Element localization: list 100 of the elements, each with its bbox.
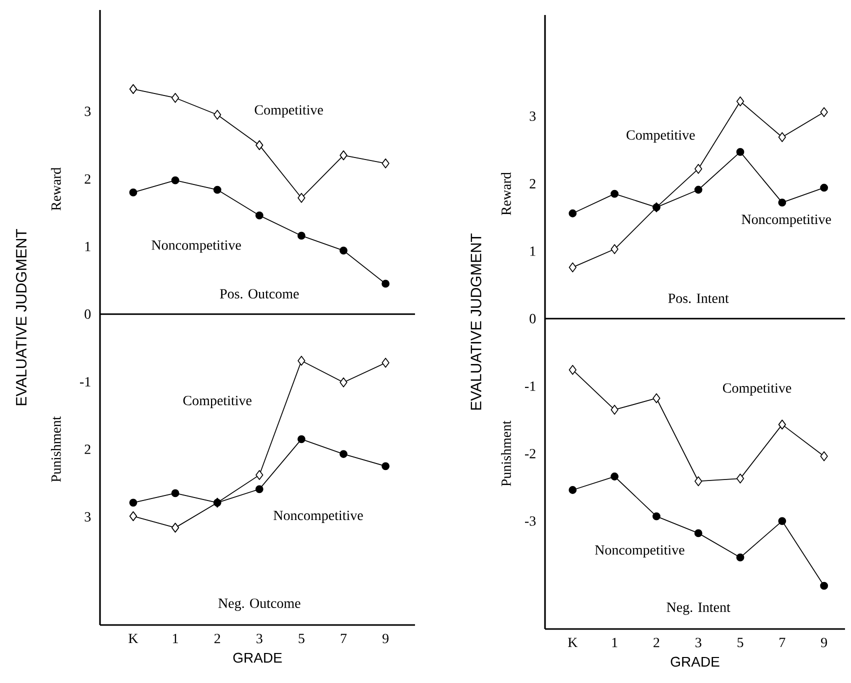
series-label: Noncompetitive bbox=[152, 240, 241, 253]
y-tick-label: 1 bbox=[530, 246, 536, 256]
point bbox=[652, 512, 660, 520]
y-tick-label: -2 bbox=[524, 448, 536, 458]
point bbox=[298, 232, 306, 240]
point bbox=[820, 582, 828, 590]
x-tick-label: 1 bbox=[173, 634, 178, 644]
point bbox=[778, 517, 786, 525]
x-axis-title: GRADE bbox=[233, 652, 282, 663]
y-tick-label: 0 bbox=[530, 314, 536, 324]
point bbox=[736, 148, 744, 156]
point bbox=[340, 377, 348, 388]
point bbox=[778, 420, 786, 430]
point bbox=[298, 435, 306, 444]
x-tick-label: 2 bbox=[654, 638, 660, 648]
point bbox=[820, 451, 828, 462]
point bbox=[694, 164, 702, 174]
y-tick-label: -1 bbox=[524, 381, 536, 391]
y-tick-label: 3 bbox=[84, 106, 91, 116]
point bbox=[568, 262, 576, 272]
point bbox=[256, 140, 264, 150]
point bbox=[213, 186, 222, 194]
point bbox=[736, 96, 744, 106]
y-tick-label: 2 bbox=[84, 444, 90, 454]
y-tick-label: 2 bbox=[84, 174, 90, 184]
y-tick-label: 3 bbox=[84, 512, 91, 522]
point bbox=[129, 498, 138, 507]
y-tick-label: -3 bbox=[524, 516, 536, 526]
x-tick-label: 5 bbox=[298, 634, 304, 644]
point bbox=[568, 486, 577, 494]
point bbox=[171, 522, 180, 533]
text: Reward bbox=[50, 167, 61, 210]
point bbox=[382, 280, 390, 288]
x-tick-label: 7 bbox=[340, 634, 347, 644]
y-tick-label: 0 bbox=[84, 309, 91, 319]
x-tick-label: 1 bbox=[612, 638, 618, 648]
point bbox=[171, 92, 180, 103]
point bbox=[820, 107, 828, 118]
point bbox=[610, 404, 618, 415]
x-tick-label: K bbox=[128, 634, 138, 644]
series-label: Noncompetitive bbox=[274, 510, 363, 523]
series-label: Competitive bbox=[254, 105, 323, 118]
point bbox=[382, 358, 390, 368]
point bbox=[382, 462, 390, 470]
point bbox=[298, 192, 306, 203]
y-tick-label: 2 bbox=[530, 179, 536, 188]
y-axis-title: EVALUATIVE JUDGMENT bbox=[470, 233, 482, 410]
x-axis-title: GRADE bbox=[670, 656, 720, 667]
point bbox=[256, 470, 264, 480]
text: Competitive bbox=[183, 396, 252, 408]
x-tick-label: 9 bbox=[821, 638, 827, 648]
point bbox=[214, 110, 222, 120]
point bbox=[129, 84, 138, 94]
point bbox=[129, 511, 138, 522]
point bbox=[255, 485, 264, 494]
point bbox=[694, 529, 702, 538]
series-label: Competitive bbox=[722, 383, 792, 396]
x-tick-label: 7 bbox=[780, 638, 786, 648]
series-label: Noncompetitive bbox=[742, 214, 831, 227]
x-tick-label: 9 bbox=[382, 634, 388, 644]
text: Punishment bbox=[501, 420, 511, 486]
point bbox=[652, 393, 660, 404]
point bbox=[171, 176, 180, 184]
annotation: Neg. Outcome bbox=[218, 598, 300, 611]
series-label: Competitive bbox=[626, 130, 695, 143]
y-tick-label: -1 bbox=[80, 377, 90, 386]
point bbox=[694, 476, 702, 486]
point bbox=[820, 184, 828, 192]
point bbox=[298, 356, 306, 366]
point bbox=[255, 212, 264, 220]
point bbox=[778, 132, 786, 142]
y-tick-label: 3 bbox=[530, 112, 536, 121]
point bbox=[171, 489, 180, 498]
text: Reward bbox=[501, 172, 511, 216]
x-tick-label: 5 bbox=[738, 638, 744, 648]
x-tick-label: 3 bbox=[696, 638, 702, 648]
text: Punishment bbox=[50, 416, 61, 482]
point bbox=[778, 198, 786, 207]
point bbox=[694, 186, 702, 194]
point bbox=[340, 150, 348, 160]
point bbox=[610, 244, 618, 254]
annotation: Neg. Intent bbox=[666, 602, 730, 615]
x-tick-label: 3 bbox=[256, 634, 262, 644]
point bbox=[610, 472, 619, 480]
point bbox=[610, 190, 619, 198]
x-tick-label: K bbox=[568, 638, 578, 648]
point bbox=[340, 450, 348, 458]
series-label: Noncompetitive bbox=[595, 545, 684, 558]
point bbox=[568, 364, 576, 375]
point bbox=[340, 246, 348, 255]
y-tick-label: 1 bbox=[85, 242, 90, 252]
point bbox=[129, 188, 138, 196]
point bbox=[382, 158, 390, 168]
point bbox=[736, 474, 744, 484]
point bbox=[568, 209, 577, 218]
annotation: Pos. Intent bbox=[668, 294, 729, 304]
y-axis-title: EVALUATIVE JUDGMENT bbox=[16, 228, 27, 406]
annotation: Pos. Outcome bbox=[220, 289, 299, 299]
point bbox=[736, 554, 744, 562]
x-tick-label: 2 bbox=[214, 634, 220, 644]
